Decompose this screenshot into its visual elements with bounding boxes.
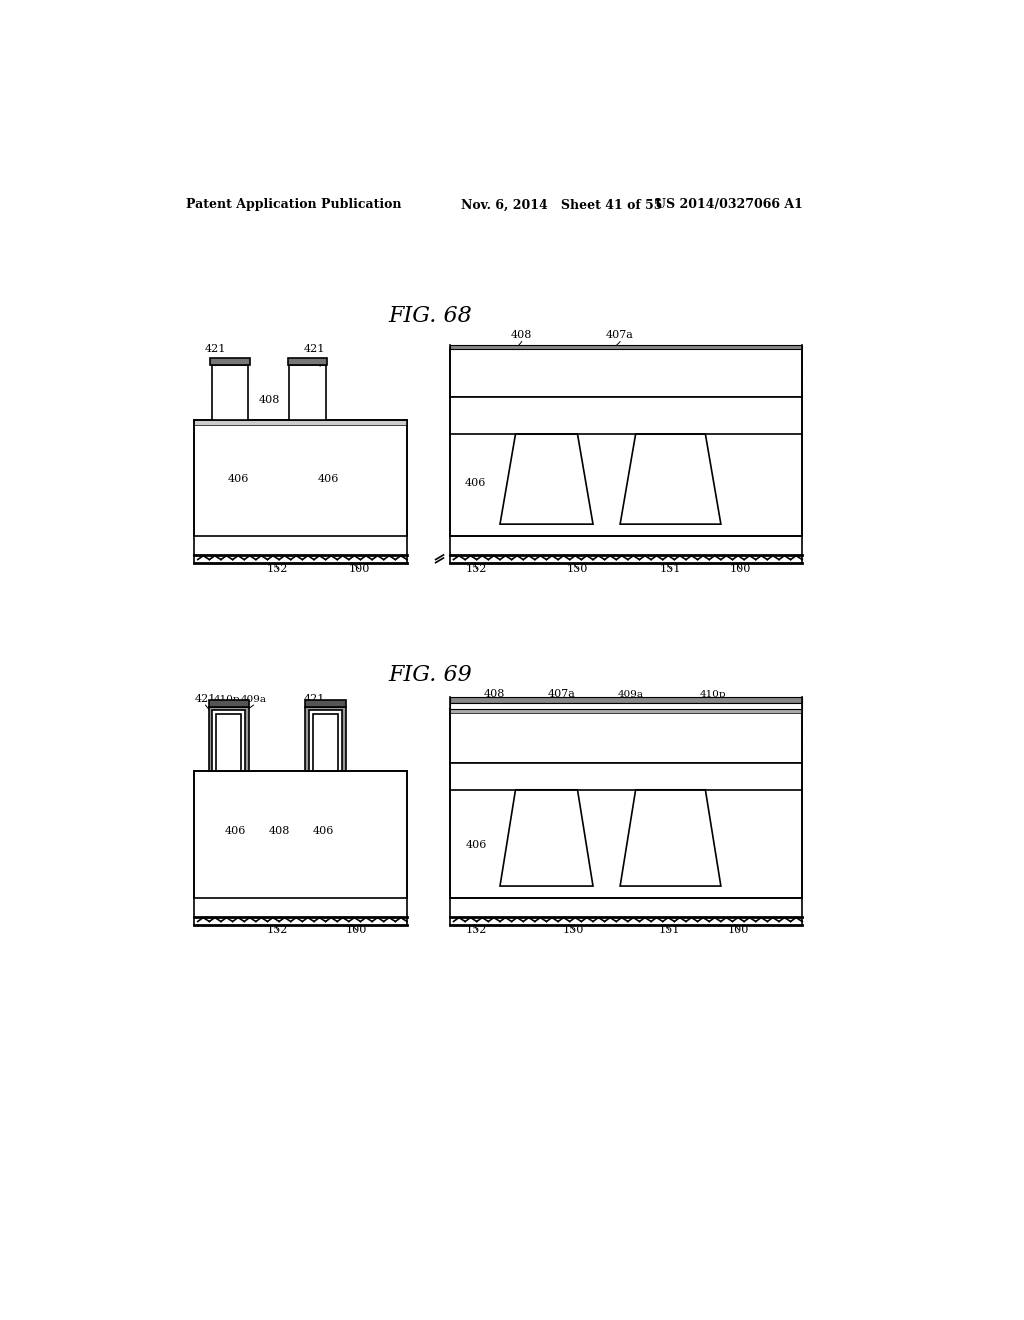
Polygon shape (450, 697, 802, 702)
Text: 406: 406 (317, 474, 339, 484)
Text: Nov. 6, 2014   Sheet 41 of 55: Nov. 6, 2014 Sheet 41 of 55 (461, 198, 663, 211)
Text: 407a: 407a (606, 330, 634, 339)
Text: 151: 151 (658, 925, 680, 935)
Text: 152: 152 (466, 925, 487, 935)
Text: 100: 100 (728, 925, 750, 935)
Text: 100: 100 (729, 564, 751, 574)
Text: 152: 152 (267, 925, 289, 935)
Polygon shape (621, 789, 721, 886)
Text: Patent Application Publication: Patent Application Publication (186, 198, 401, 211)
Polygon shape (500, 434, 593, 524)
Polygon shape (212, 364, 248, 420)
Polygon shape (450, 709, 802, 763)
Text: 100: 100 (348, 564, 370, 574)
Text: 406: 406 (466, 840, 487, 850)
Polygon shape (212, 710, 245, 771)
Text: 421: 421 (205, 345, 226, 355)
Polygon shape (450, 350, 802, 397)
Text: 406: 406 (312, 826, 334, 837)
Polygon shape (216, 714, 241, 771)
Text: 408: 408 (259, 395, 281, 405)
Text: 151: 151 (659, 564, 681, 574)
Text: 410p: 410p (214, 696, 241, 704)
Text: 100: 100 (346, 925, 368, 935)
Text: 406: 406 (659, 478, 681, 487)
Polygon shape (500, 789, 593, 886)
Text: 410p: 410p (699, 690, 726, 700)
Text: FIG. 68: FIG. 68 (388, 305, 472, 327)
Text: 408: 408 (511, 330, 532, 339)
Polygon shape (450, 709, 802, 713)
Polygon shape (621, 434, 721, 524)
Text: 152: 152 (466, 564, 487, 574)
Text: 408: 408 (484, 689, 505, 700)
Text: 421: 421 (303, 694, 325, 704)
Polygon shape (305, 701, 346, 706)
Polygon shape (194, 771, 407, 898)
Polygon shape (194, 420, 407, 425)
Polygon shape (450, 763, 802, 898)
Polygon shape (305, 706, 346, 771)
Polygon shape (450, 345, 802, 350)
Text: 409a: 409a (617, 690, 643, 700)
Text: 150: 150 (567, 564, 588, 574)
Text: 406: 406 (664, 840, 685, 850)
Polygon shape (209, 701, 249, 706)
Text: 150: 150 (563, 925, 585, 935)
Text: 408: 408 (268, 826, 290, 837)
Polygon shape (450, 397, 802, 536)
Polygon shape (210, 358, 250, 364)
Text: 421: 421 (195, 694, 216, 704)
Text: 406: 406 (465, 478, 485, 487)
Polygon shape (313, 714, 338, 771)
Polygon shape (194, 420, 407, 536)
Polygon shape (288, 358, 328, 364)
Text: 406: 406 (224, 826, 246, 837)
Text: 406: 406 (228, 474, 250, 484)
Polygon shape (309, 710, 342, 771)
Text: 421: 421 (303, 345, 325, 355)
Text: FIG. 69: FIG. 69 (388, 664, 472, 686)
Polygon shape (209, 706, 249, 771)
Text: 407a: 407a (548, 689, 575, 700)
Text: 152: 152 (267, 564, 289, 574)
Text: 409a: 409a (241, 696, 266, 704)
Polygon shape (450, 702, 802, 709)
Text: US 2014/0327066 A1: US 2014/0327066 A1 (655, 198, 803, 211)
Polygon shape (289, 364, 326, 420)
